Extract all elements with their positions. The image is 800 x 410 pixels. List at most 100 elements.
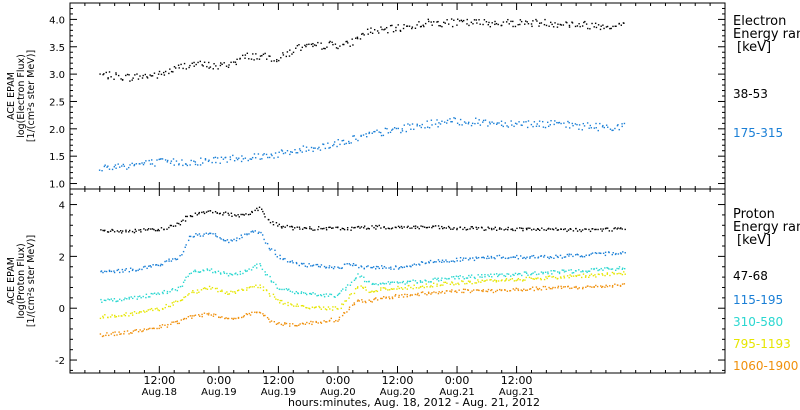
data-point bbox=[459, 256, 462, 259]
data-point bbox=[474, 277, 476, 280]
data-point bbox=[254, 311, 256, 314]
data-point bbox=[368, 291, 370, 294]
data-point bbox=[251, 211, 254, 214]
data-point bbox=[537, 256, 540, 258]
data-point bbox=[450, 228, 452, 230]
data-point bbox=[511, 228, 514, 230]
data-point bbox=[491, 289, 493, 291]
data-point bbox=[595, 26, 598, 29]
data-point bbox=[172, 71, 174, 73]
data-point bbox=[475, 117, 477, 119]
data-point bbox=[236, 273, 239, 276]
data-point bbox=[604, 254, 607, 257]
data-point bbox=[138, 312, 140, 314]
data-point bbox=[617, 227, 619, 229]
data-point bbox=[490, 273, 492, 275]
data-point bbox=[414, 225, 417, 227]
data-point bbox=[152, 293, 154, 295]
data-point bbox=[279, 299, 281, 302]
data-point bbox=[368, 132, 370, 135]
data-point bbox=[160, 158, 162, 160]
data-point bbox=[541, 227, 543, 229]
data-point bbox=[183, 317, 186, 320]
data-point bbox=[159, 158, 161, 160]
data-point bbox=[319, 321, 322, 323]
data-point bbox=[377, 265, 379, 268]
data-point bbox=[246, 270, 248, 272]
data-point bbox=[465, 277, 468, 279]
data-point bbox=[495, 290, 497, 293]
data-point bbox=[406, 293, 408, 296]
data-point bbox=[428, 262, 430, 264]
data-point bbox=[304, 292, 307, 295]
data-point bbox=[301, 151, 303, 153]
data-point bbox=[133, 231, 136, 234]
data-point bbox=[509, 278, 512, 281]
data-point bbox=[375, 283, 377, 285]
data-point bbox=[259, 286, 262, 289]
xtick-date-label: Aug.19 bbox=[261, 387, 296, 398]
data-point bbox=[466, 18, 468, 21]
data-point bbox=[239, 270, 241, 273]
data-point bbox=[532, 272, 534, 274]
data-point bbox=[495, 281, 498, 283]
data-point bbox=[257, 209, 259, 212]
data-point bbox=[267, 156, 269, 159]
data-point bbox=[269, 221, 272, 224]
data-point bbox=[575, 275, 578, 278]
data-point bbox=[108, 270, 111, 273]
data-point bbox=[593, 286, 595, 289]
data-point bbox=[605, 26, 608, 28]
data-point bbox=[459, 260, 462, 262]
p-ytick-label: 4 bbox=[59, 201, 65, 212]
data-point bbox=[139, 329, 141, 331]
data-point bbox=[583, 21, 585, 24]
data-point bbox=[486, 290, 489, 293]
data-point bbox=[245, 313, 248, 315]
data-point bbox=[609, 274, 611, 277]
data-point bbox=[203, 312, 206, 314]
data-point bbox=[570, 269, 572, 271]
data-point bbox=[301, 263, 303, 265]
data-point bbox=[176, 300, 179, 303]
data-point bbox=[122, 163, 125, 166]
data-point bbox=[547, 227, 550, 230]
data-point bbox=[469, 280, 471, 283]
data-point bbox=[382, 282, 384, 284]
legend-proton-1060-1900: 1060-1900 bbox=[733, 359, 799, 373]
data-point bbox=[420, 261, 423, 263]
data-point bbox=[220, 156, 223, 158]
data-point bbox=[232, 154, 234, 157]
data-point bbox=[297, 292, 300, 295]
data-point bbox=[467, 289, 470, 291]
data-point bbox=[166, 290, 169, 293]
data-point bbox=[547, 121, 549, 124]
data-point bbox=[317, 228, 319, 231]
data-point bbox=[483, 19, 486, 21]
data-point bbox=[243, 315, 245, 317]
data-point bbox=[242, 289, 245, 291]
data-point bbox=[581, 25, 584, 27]
data-point bbox=[363, 34, 365, 36]
data-point bbox=[411, 294, 413, 296]
data-point bbox=[602, 124, 604, 127]
data-point bbox=[340, 290, 343, 292]
data-point bbox=[341, 227, 344, 230]
data-point bbox=[216, 157, 219, 159]
data-point bbox=[380, 131, 382, 134]
data-point bbox=[346, 40, 348, 43]
data-point bbox=[389, 297, 391, 300]
data-point bbox=[340, 307, 342, 310]
series-795-1193 bbox=[99, 271, 626, 320]
data-point bbox=[597, 269, 599, 272]
data-point bbox=[245, 270, 247, 273]
data-point bbox=[343, 312, 346, 314]
data-point bbox=[607, 267, 609, 269]
data-point bbox=[401, 128, 403, 130]
data-point bbox=[462, 280, 464, 283]
data-point bbox=[156, 229, 159, 232]
data-point bbox=[529, 227, 531, 229]
data-point bbox=[223, 62, 225, 64]
data-point bbox=[113, 334, 116, 337]
data-point bbox=[585, 270, 587, 272]
